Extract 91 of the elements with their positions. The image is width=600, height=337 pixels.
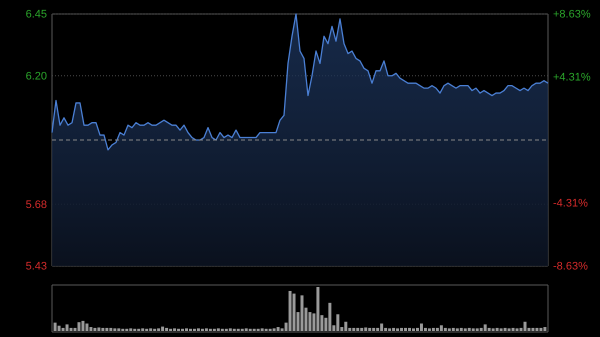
bar bbox=[456, 328, 459, 331]
bar bbox=[173, 328, 176, 331]
bar bbox=[336, 314, 340, 331]
bar bbox=[543, 327, 546, 331]
bar bbox=[444, 328, 447, 331]
bar bbox=[316, 287, 320, 331]
bar bbox=[500, 328, 503, 331]
y2-tick-label: +4.31% bbox=[553, 72, 591, 84]
bar bbox=[368, 328, 372, 331]
bar bbox=[539, 328, 542, 331]
bar bbox=[484, 324, 487, 331]
bar bbox=[420, 324, 423, 331]
bar bbox=[141, 328, 144, 331]
bar bbox=[70, 328, 73, 331]
bar bbox=[292, 294, 296, 331]
bar bbox=[480, 328, 483, 331]
bar bbox=[216, 328, 220, 331]
bar bbox=[85, 324, 88, 331]
bar bbox=[428, 328, 431, 331]
bar bbox=[508, 328, 511, 331]
bar bbox=[196, 328, 200, 331]
y2-tick-label: -4.31% bbox=[553, 197, 588, 210]
bar bbox=[396, 328, 400, 331]
bar bbox=[524, 322, 526, 331]
bar bbox=[58, 326, 61, 331]
bar bbox=[460, 328, 463, 331]
bar bbox=[244, 328, 248, 331]
bar bbox=[272, 328, 276, 331]
bar bbox=[66, 324, 69, 331]
bar bbox=[276, 327, 280, 331]
bar bbox=[404, 328, 408, 331]
y-tick-label: 6.20 bbox=[26, 70, 47, 82]
bar bbox=[472, 328, 475, 331]
bar bbox=[149, 328, 152, 331]
bar bbox=[452, 328, 455, 331]
bar bbox=[161, 326, 164, 331]
bar bbox=[300, 295, 304, 331]
bar bbox=[77, 322, 80, 331]
bar bbox=[228, 328, 232, 331]
bar bbox=[392, 328, 396, 331]
bar bbox=[93, 328, 96, 331]
bar bbox=[105, 328, 108, 331]
bar bbox=[165, 328, 168, 331]
bar bbox=[117, 328, 120, 331]
bar bbox=[54, 322, 57, 331]
bar bbox=[496, 328, 499, 331]
bar bbox=[372, 328, 376, 331]
bar bbox=[81, 320, 84, 331]
bar bbox=[416, 328, 419, 331]
bar bbox=[113, 328, 116, 331]
y-tick-label: 6.45 bbox=[26, 8, 47, 21]
bar bbox=[260, 328, 264, 331]
bar bbox=[384, 328, 388, 331]
bar bbox=[352, 328, 356, 331]
bar bbox=[288, 290, 292, 331]
bar bbox=[97, 327, 100, 331]
bar bbox=[400, 328, 404, 331]
bar bbox=[204, 328, 208, 331]
bar bbox=[376, 328, 380, 331]
bar bbox=[424, 328, 427, 331]
bar bbox=[412, 328, 415, 331]
bar bbox=[101, 328, 104, 331]
y-tick-label: 5.43 bbox=[26, 260, 47, 273]
bar bbox=[535, 328, 538, 331]
bar bbox=[89, 327, 92, 331]
bar bbox=[440, 325, 443, 331]
bar bbox=[388, 328, 392, 331]
y-tick-label: 5.68 bbox=[26, 198, 47, 211]
bar bbox=[157, 328, 160, 331]
bar bbox=[408, 328, 412, 331]
bar bbox=[488, 328, 491, 331]
bar bbox=[516, 328, 519, 331]
bar bbox=[109, 328, 112, 331]
y2-tick-label: -8.63% bbox=[553, 260, 588, 273]
bar bbox=[344, 322, 348, 331]
bar bbox=[531, 328, 534, 331]
bar bbox=[432, 328, 435, 331]
bar bbox=[436, 328, 439, 331]
bar bbox=[380, 324, 384, 331]
bar bbox=[476, 328, 479, 331]
bar bbox=[62, 328, 65, 331]
bar bbox=[492, 328, 495, 331]
bar bbox=[360, 328, 364, 331]
bar bbox=[364, 327, 368, 331]
bar bbox=[512, 328, 515, 331]
bar bbox=[328, 302, 332, 331]
bar bbox=[504, 328, 507, 331]
bar bbox=[464, 328, 467, 331]
bar bbox=[185, 328, 188, 331]
y2-tick-label: +8.63% bbox=[553, 8, 591, 21]
bar bbox=[448, 328, 451, 331]
